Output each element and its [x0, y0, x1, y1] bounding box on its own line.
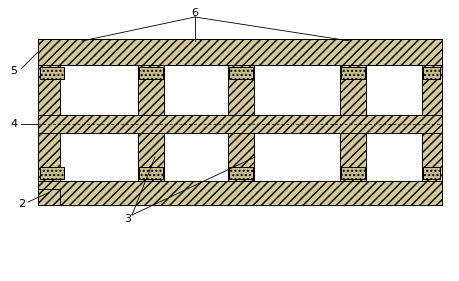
Bar — [254, 133, 340, 181]
Bar — [40, 67, 64, 79]
Bar — [366, 133, 422, 181]
Text: 6: 6 — [191, 8, 198, 18]
Bar — [423, 167, 440, 179]
Bar — [139, 67, 163, 79]
Bar — [164, 133, 228, 181]
Text: 5: 5 — [11, 66, 17, 76]
Bar — [138, 65, 164, 115]
Bar — [38, 65, 60, 115]
Bar — [38, 115, 442, 133]
Text: 3: 3 — [124, 214, 131, 224]
Text: 4: 4 — [11, 119, 17, 129]
Bar — [366, 65, 422, 115]
Bar — [229, 67, 253, 79]
Bar — [340, 65, 366, 115]
Bar — [423, 67, 440, 79]
Bar — [340, 133, 366, 181]
Bar — [38, 181, 442, 205]
Bar — [341, 167, 365, 179]
Bar — [38, 189, 60, 205]
Bar — [228, 133, 254, 181]
Bar — [138, 133, 164, 181]
Text: 2: 2 — [18, 199, 26, 209]
Bar — [341, 67, 365, 79]
Bar — [254, 65, 340, 115]
Bar — [229, 167, 253, 179]
Bar — [139, 167, 163, 179]
Bar — [228, 65, 254, 115]
Bar — [38, 115, 442, 133]
Bar — [38, 39, 442, 65]
Bar — [40, 167, 64, 179]
Bar — [38, 65, 60, 81]
Bar — [422, 65, 442, 115]
Bar — [38, 133, 60, 181]
Bar — [164, 65, 228, 115]
Bar — [60, 65, 138, 115]
Bar — [38, 181, 442, 205]
Bar — [60, 133, 138, 181]
Bar — [38, 39, 442, 65]
Bar — [422, 133, 442, 181]
